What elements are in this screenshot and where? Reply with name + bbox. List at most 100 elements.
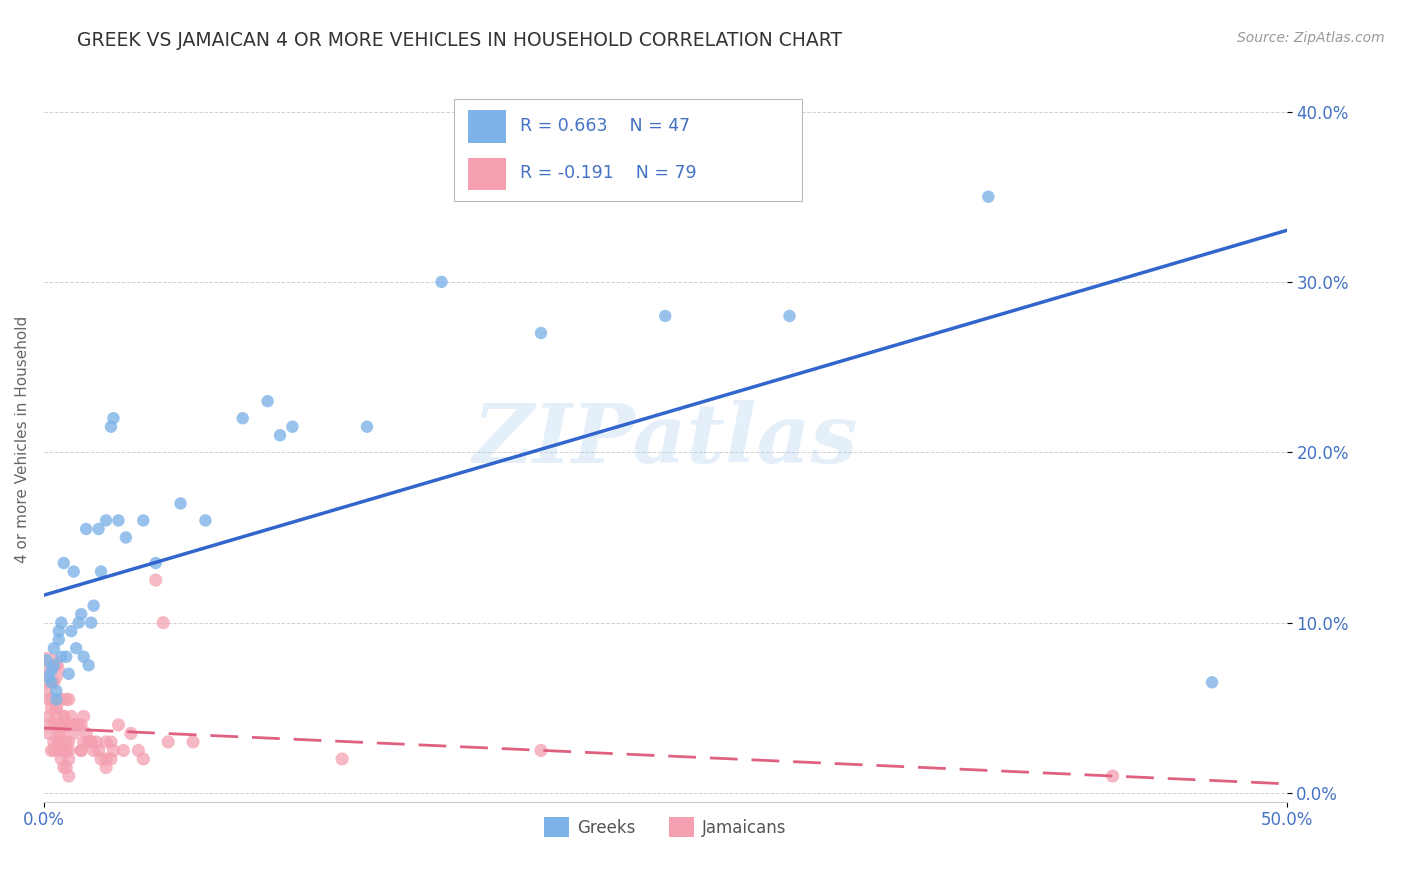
Point xyxy=(48,726,70,740)
Point xyxy=(41,701,63,715)
Point xyxy=(232,411,254,425)
Point xyxy=(67,718,90,732)
Point xyxy=(83,599,105,613)
Point xyxy=(94,752,117,766)
Legend: Greeks, Jamaicans: Greeks, Jamaicans xyxy=(537,810,793,844)
Point xyxy=(100,419,122,434)
Point xyxy=(45,701,67,715)
Point xyxy=(70,607,93,622)
Point xyxy=(84,735,107,749)
Point xyxy=(107,513,129,527)
Point xyxy=(41,664,63,678)
Point xyxy=(430,275,453,289)
Point xyxy=(87,743,110,757)
Point xyxy=(60,624,83,639)
Point xyxy=(94,760,117,774)
Point xyxy=(330,752,353,766)
Point xyxy=(72,709,94,723)
Point xyxy=(281,419,304,434)
Point xyxy=(35,683,58,698)
Point xyxy=(90,565,112,579)
Text: ZIPatlas: ZIPatlas xyxy=(472,400,858,480)
Point xyxy=(48,743,70,757)
Point xyxy=(48,718,70,732)
Point xyxy=(58,769,80,783)
Point xyxy=(107,718,129,732)
Point xyxy=(1201,675,1223,690)
Point xyxy=(58,743,80,757)
Point xyxy=(157,735,180,749)
Point xyxy=(45,701,67,715)
Point xyxy=(83,743,105,757)
Point xyxy=(48,624,70,639)
Point xyxy=(60,709,83,723)
Text: Source: ZipAtlas.com: Source: ZipAtlas.com xyxy=(1237,31,1385,45)
Point xyxy=(269,428,291,442)
Point xyxy=(112,743,135,757)
Point xyxy=(38,670,60,684)
Point xyxy=(58,735,80,749)
Point xyxy=(48,735,70,749)
Point xyxy=(41,743,63,757)
Point xyxy=(58,692,80,706)
Point xyxy=(38,709,60,723)
Point xyxy=(42,735,65,749)
Point xyxy=(72,735,94,749)
Point xyxy=(80,615,103,630)
Point xyxy=(55,735,77,749)
Y-axis label: 4 or more Vehicles in Household: 4 or more Vehicles in Household xyxy=(15,316,30,563)
Point xyxy=(52,743,75,757)
Point xyxy=(80,735,103,749)
Point xyxy=(132,513,155,527)
Point xyxy=(194,513,217,527)
Point xyxy=(45,709,67,723)
Point xyxy=(120,726,142,740)
Point xyxy=(530,326,553,340)
Point xyxy=(51,615,73,630)
Point xyxy=(530,743,553,757)
Point xyxy=(181,735,204,749)
Point xyxy=(42,641,65,656)
Point xyxy=(1101,769,1123,783)
Point xyxy=(70,718,93,732)
Point xyxy=(55,718,77,732)
Point xyxy=(75,726,97,740)
Point xyxy=(55,649,77,664)
Point xyxy=(51,718,73,732)
Text: GREEK VS JAMAICAN 4 OR MORE VEHICLES IN HOUSEHOLD CORRELATION CHART: GREEK VS JAMAICAN 4 OR MORE VEHICLES IN … xyxy=(77,31,842,50)
Point xyxy=(94,735,117,749)
Point xyxy=(51,692,73,706)
Point xyxy=(51,726,73,740)
Point xyxy=(55,692,77,706)
Point xyxy=(80,735,103,749)
Point xyxy=(52,556,75,570)
Point xyxy=(75,522,97,536)
Point xyxy=(654,309,676,323)
Point xyxy=(51,752,73,766)
Point xyxy=(58,666,80,681)
Point xyxy=(145,556,167,570)
Point xyxy=(77,735,100,749)
Point xyxy=(42,658,65,673)
Point xyxy=(103,411,125,425)
Point xyxy=(42,743,65,757)
Point xyxy=(38,692,60,706)
Point xyxy=(38,726,60,740)
Point xyxy=(55,760,77,774)
Point xyxy=(45,692,67,706)
Point xyxy=(356,419,378,434)
Point xyxy=(152,615,174,630)
Point xyxy=(70,743,93,757)
Point xyxy=(72,649,94,664)
Point xyxy=(45,683,67,698)
Point xyxy=(55,743,77,757)
Point xyxy=(67,615,90,630)
Point xyxy=(77,658,100,673)
Point xyxy=(70,743,93,757)
Point xyxy=(977,190,1000,204)
Point xyxy=(52,760,75,774)
Point xyxy=(42,718,65,732)
Point xyxy=(45,658,67,673)
Point xyxy=(127,743,149,757)
Point xyxy=(87,522,110,536)
